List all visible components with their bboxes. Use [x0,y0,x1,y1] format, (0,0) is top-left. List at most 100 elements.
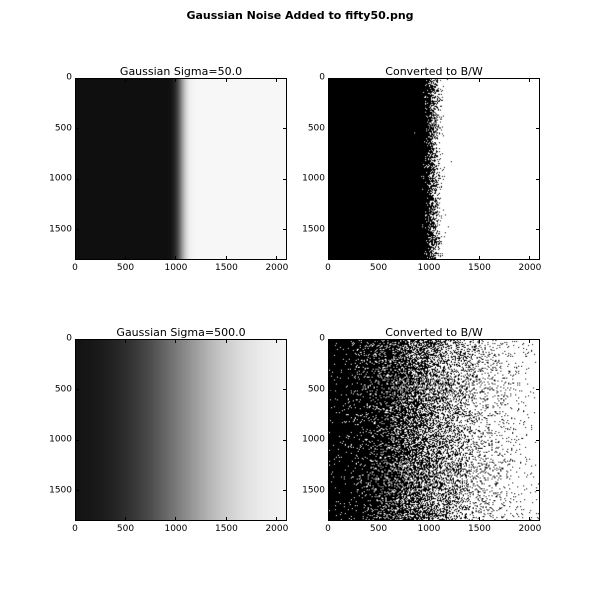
panel-title: Converted to B/W [385,326,483,339]
y-tick-label: 1500 [302,485,325,496]
x-tick-label: 1000 [164,263,188,273]
y-tick-label: 1000 [49,173,72,184]
x-tick-mark [124,78,126,82]
x-tick-mark [377,78,379,82]
x-tick-mark [327,339,329,343]
y-tick-mark [328,439,332,441]
y-tick-mark [536,77,540,79]
x-tick-label: 1000 [417,263,441,273]
x-tick-label: 1500 [467,524,491,534]
y-tick-mark [536,229,540,231]
y-tick-label: 1000 [302,434,325,445]
y-tick-mark [283,490,287,492]
y-tick-mark [328,77,332,79]
x-tick-label: 1500 [467,263,491,273]
y-tick-mark [75,77,79,79]
x-tick-label: 2000 [518,524,542,534]
y-tick-mark [75,439,79,441]
y-tick-label: 500 [54,384,72,395]
y-tick-label: 500 [307,123,325,134]
x-tick-mark [74,78,76,82]
panel-title: Gaussian Sigma=50.0 [119,65,243,78]
x-tick-mark [529,256,531,260]
y-tick-mark [283,178,287,180]
x-tick-mark [124,339,126,343]
y-tick-mark [75,229,79,231]
x-tick-mark [124,256,126,260]
panel-title: Converted to B/W [385,65,483,78]
x-tick-mark [377,517,379,521]
x-tick-mark [327,78,329,82]
y-tick-mark [75,490,79,492]
x-tick-mark [225,339,227,343]
y-tick-mark [328,229,332,231]
x-tick-label: 500 [369,263,388,273]
y-tick-mark [328,128,332,130]
y-tick-mark [328,338,332,340]
y-tick-mark [283,229,287,231]
figure-title: Gaussian Noise Added to fifty50.png [186,9,414,22]
x-tick-label: 0 [72,524,78,534]
x-tick-mark [529,339,531,343]
x-tick-mark [428,256,430,260]
y-tick-mark [328,178,332,180]
y-tick-mark [536,128,540,130]
x-tick-mark [428,78,430,82]
x-tick-mark [74,256,76,260]
x-tick-mark [478,339,480,343]
x-tick-label: 2000 [518,263,542,273]
x-tick-label: 1000 [417,524,441,534]
x-tick-mark [377,339,379,343]
y-tick-mark [283,439,287,441]
x-tick-mark [478,78,480,82]
y-tick-mark [75,178,79,180]
image-raster [76,79,286,259]
x-tick-mark [124,517,126,521]
x-tick-mark [225,517,227,521]
x-tick-mark [529,78,531,82]
x-tick-mark [327,517,329,521]
x-tick-mark [478,256,480,260]
x-tick-label: 2000 [265,263,289,273]
x-tick-mark [175,339,177,343]
x-tick-mark [175,78,177,82]
x-tick-mark [276,517,278,521]
x-tick-mark [276,339,278,343]
x-tick-mark [175,256,177,260]
x-tick-label: 0 [72,263,78,273]
y-tick-label: 500 [307,384,325,395]
x-tick-mark [276,256,278,260]
y-tick-mark [283,338,287,340]
y-tick-mark [283,128,287,130]
y-tick-mark [536,439,540,441]
image-raster [329,340,539,520]
x-tick-label: 0 [325,263,331,273]
x-tick-mark [74,339,76,343]
y-tick-label: 1000 [302,173,325,184]
x-tick-mark [225,256,227,260]
x-tick-mark [74,517,76,521]
x-tick-label: 0 [325,524,331,534]
x-tick-mark [428,517,430,521]
y-tick-label: 0 [319,72,325,83]
panel-title: Gaussian Sigma=500.0 [116,326,246,339]
x-tick-label: 1500 [214,524,238,534]
x-tick-mark [225,78,227,82]
image-axes [328,78,540,260]
y-tick-mark [283,77,287,79]
y-tick-mark [536,389,540,391]
x-tick-mark [428,339,430,343]
x-tick-label: 500 [369,524,388,534]
image-axes [75,339,287,521]
x-tick-label: 500 [116,263,135,273]
y-tick-label: 0 [319,333,325,344]
y-tick-mark [283,389,287,391]
y-tick-label: 500 [54,123,72,134]
y-tick-label: 0 [66,333,72,344]
y-tick-mark [536,490,540,492]
y-tick-label: 1000 [49,434,72,445]
x-tick-mark [327,256,329,260]
image-axes [75,78,287,260]
y-tick-mark [328,490,332,492]
image-axes [328,339,540,521]
